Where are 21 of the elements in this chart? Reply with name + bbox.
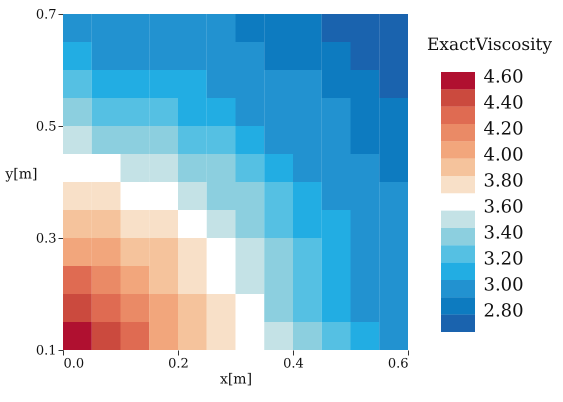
y-axis-title: y[m] — [4, 166, 38, 182]
x-axis-title: x[m] — [220, 372, 252, 388]
y-tick-label: 0.3 — [36, 232, 56, 246]
y-tick-label: 0.7 — [36, 8, 56, 22]
color-bar-label: 3.40 — [484, 222, 524, 244]
y-tick-label: 0.5 — [36, 120, 56, 134]
color-bar-label: 3.20 — [484, 248, 524, 270]
x-tick-label: 0.4 — [283, 356, 304, 372]
color-bar-label: 3.00 — [484, 274, 524, 296]
x-tick-label: 0.2 — [168, 356, 189, 372]
y-tick-label: 0.1 — [36, 344, 56, 358]
color-bar-label: 4.00 — [484, 144, 524, 166]
color-bar-label: 4.40 — [484, 92, 524, 114]
x-tick-label: 0.0 — [64, 356, 84, 372]
x-tick-label: 0.6 — [388, 356, 408, 372]
color-bar-label: 4.60 — [484, 66, 524, 88]
color-bar-label: 4.20 — [484, 118, 524, 140]
color-bar-label: 2.80 — [484, 300, 524, 322]
color-bar-label: 3.80 — [484, 170, 524, 192]
color-bar-label: 3.60 — [484, 196, 524, 218]
legend-title: ExactViscosity — [427, 35, 552, 55]
